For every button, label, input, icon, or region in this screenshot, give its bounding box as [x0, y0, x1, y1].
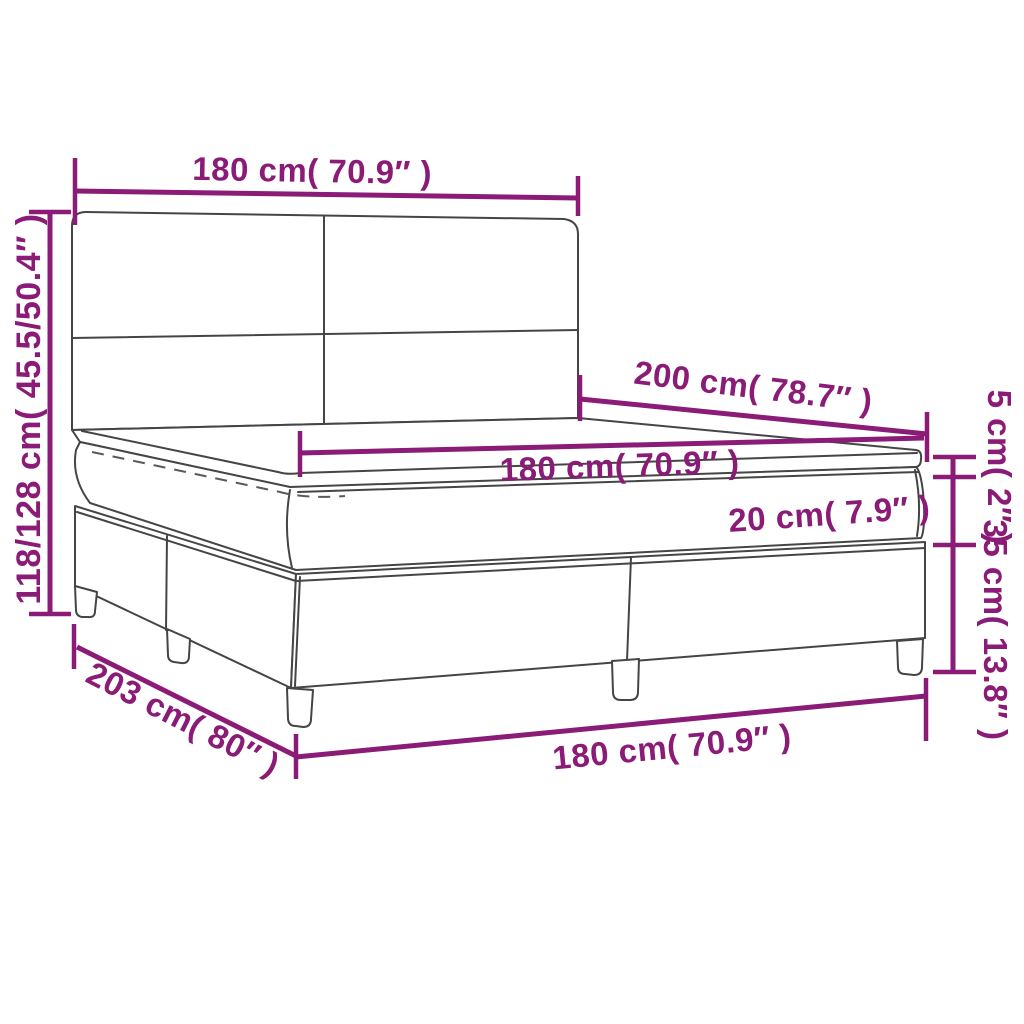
dim-headboard-width: 180 cm( 70.9″ ) [72, 150, 581, 225]
base-foot-welt-line [295, 547, 926, 582]
label-overall-height: 118/128 cm( 45.5/50.4″ ) [10, 213, 48, 604]
mattress-corner-curve-right [914, 469, 921, 537]
bed-leg-back-left [74, 585, 98, 619]
mattress-seam-stitching [91, 451, 346, 498]
base-side-welt-line [76, 511, 297, 582]
mattress-corner-curve-left [285, 489, 293, 569]
label-mattress-width: 180 cm( 70.9″ ) [499, 443, 740, 488]
dimension-annotations: 180 cm( 70.9″ ) 118/128 cm( 45.5/50.4″ )… [10, 150, 1018, 783]
dim-base-width: 180 cm( 70.9″ ) [295, 678, 929, 777]
label-base-height: 35 cm( 13.8″ ) [977, 520, 1014, 741]
bed-leg-front-left [286, 687, 314, 728]
label-base-width: 180 cm( 70.9″ ) [551, 717, 793, 777]
dim-right-heights: 5 cm( 2″ ) 35 cm( 13.8″ ) [933, 390, 1018, 741]
dim-mattress-length-line [579, 396, 928, 437]
dim-mattress-width: 180 cm( 70.9″ ) [297, 431, 925, 488]
headboard-horizontal-split [71, 329, 579, 339]
label-topper-thickness: 5 cm( 2″ ) [981, 390, 1018, 545]
label-headboard-width: 180 cm( 70.9″ ) [192, 150, 432, 191]
base-side-panel-split [165, 535, 168, 631]
bed-leg-front-middle [611, 658, 640, 701]
dim-overall-height: 118/128 cm( 45.5/50.4″ ) [10, 209, 71, 617]
dim-base-width-line [295, 693, 927, 760]
bed-leg-side-middle [166, 628, 191, 665]
label-overall-length: 203 cm( 80″ ) [81, 654, 286, 783]
base-corner-edge [294, 576, 301, 687]
bed-drawing [71, 211, 926, 728]
base-foot-panel-split [626, 556, 632, 662]
dim-overall-length-line [75, 644, 298, 759]
base-foot-panel [290, 541, 926, 689]
dim-headboard-width-line [74, 188, 579, 201]
dim-mattress-width-line [299, 435, 925, 456]
topper-welt-line [297, 471, 919, 493]
bed-leg-front-right [896, 638, 924, 676]
